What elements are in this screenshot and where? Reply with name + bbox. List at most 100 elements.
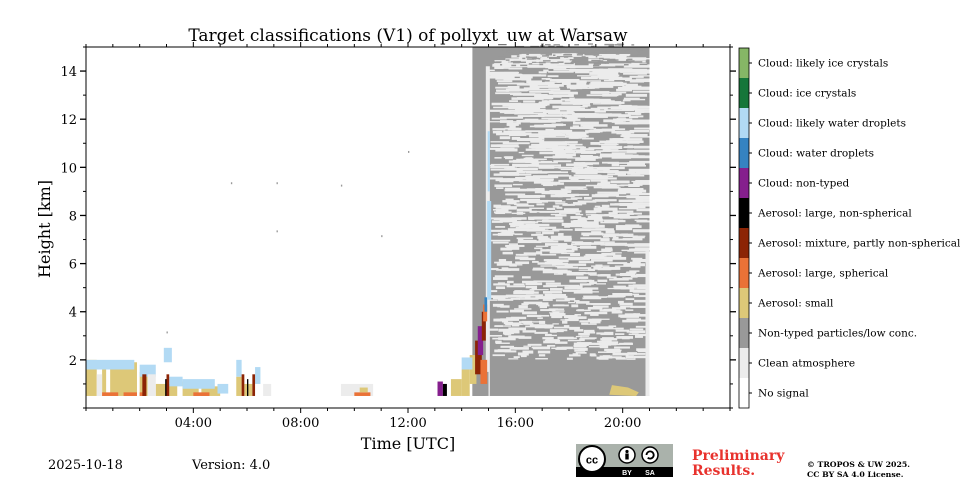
clean-atmosphere-streak	[631, 264, 641, 268]
clean-atmosphere-streak	[576, 163, 593, 166]
clean-atmosphere-streak	[516, 204, 535, 207]
clean-atmosphere-streak	[572, 102, 591, 105]
non-typed-streak	[631, 44, 635, 46]
clean-atmosphere-streak	[540, 143, 569, 146]
clean-atmosphere-streak	[614, 203, 633, 206]
isolated-detection	[276, 230, 278, 233]
clean-atmosphere-streak	[526, 200, 542, 204]
clean-atmosphere-streak	[512, 221, 536, 224]
clean-atmosphere-streak	[541, 100, 548, 102]
non-typed-streak	[513, 60, 521, 63]
clean-atmosphere-streak	[549, 329, 564, 333]
clean-atmosphere-streak	[532, 268, 553, 271]
clean-atmosphere-streak	[501, 320, 509, 323]
non-typed-streak	[564, 51, 571, 54]
clean-atmosphere-streak	[624, 111, 638, 114]
clean-atmosphere-streak	[593, 186, 603, 189]
non-typed-streak	[504, 48, 512, 51]
non-typed-streak	[495, 61, 502, 63]
clean-atmosphere-streak	[614, 327, 624, 330]
non-typed-streak	[592, 53, 598, 56]
clean-atmosphere-streak	[636, 208, 650, 212]
clean-atmosphere-streak	[552, 228, 564, 231]
clean-atmosphere-streak	[496, 209, 509, 213]
clean-atmosphere-streak	[542, 270, 563, 274]
clean-atmosphere-streak	[607, 173, 627, 176]
clean-atmosphere-streak	[595, 193, 619, 197]
clean-atmosphere-streak	[514, 308, 532, 310]
clean-atmosphere-streak	[585, 210, 597, 214]
non-typed-streak	[599, 57, 604, 60]
clean-atmosphere-streak	[524, 107, 541, 111]
aerosol-nonspherical-streak	[165, 379, 167, 396]
clean-atmosphere-streak	[505, 58, 529, 61]
clean-atmosphere-streak	[494, 60, 520, 62]
clean-atmosphere-streak	[530, 139, 545, 143]
non-typed-streak	[542, 55, 550, 57]
clean-atmosphere-streak	[594, 167, 616, 169]
non-typed-streak	[613, 59, 619, 61]
non-typed-streak	[537, 47, 547, 49]
clean-atmosphere-streak	[558, 256, 570, 259]
clean-atmosphere-streak	[612, 307, 626, 310]
clean-atmosphere-streak	[630, 162, 645, 166]
clean-atmosphere-streak	[606, 342, 615, 345]
isolated-detection	[230, 182, 233, 185]
clean-atmosphere-streak	[490, 109, 520, 112]
clean-atmosphere-streak	[601, 344, 612, 346]
non-typed-streak	[550, 61, 559, 64]
clean-atmosphere-streak	[528, 145, 539, 149]
clean-atmosphere-streak	[591, 311, 608, 315]
clean-atmosphere-streak	[548, 308, 559, 310]
preliminary-notice: Preliminary Results.	[692, 449, 784, 479]
clean-atmosphere-streak	[545, 282, 561, 285]
colorbar-segment	[739, 198, 749, 228]
aerosol-small-layer	[236, 376, 242, 396]
clean-atmosphere-streak	[495, 89, 527, 92]
clean-atmosphere-streak	[509, 100, 518, 102]
non-typed-streak	[516, 55, 520, 57]
clean-atmosphere-streak	[626, 331, 641, 333]
non-typed-streak	[503, 53, 505, 56]
clean-atmosphere-streak	[599, 345, 609, 349]
clean-atmosphere-streak	[591, 100, 615, 103]
clean-atmosphere-streak	[608, 63, 634, 66]
clean-atmosphere-streak	[569, 68, 603, 72]
aerosol-mixture-streak	[252, 374, 256, 396]
clean-atmosphere-streak	[629, 115, 639, 119]
x-tick-label: 12:00	[389, 416, 426, 431]
clean-atmosphere-streak	[612, 210, 634, 213]
colorbar-segment	[739, 318, 749, 348]
non-typed-streak	[626, 61, 629, 63]
colorbar: No signal Clean atmosphere Non-typed parti…	[738, 47, 960, 409]
clean-atmosphere-streak	[628, 333, 639, 336]
non-typed-streak	[574, 47, 576, 49]
clean-atmosphere-streak	[547, 75, 559, 78]
clean-atmosphere-streak	[573, 162, 586, 165]
non-typed-streak	[627, 58, 633, 61]
clean-atmosphere-streak	[607, 187, 621, 189]
non-typed-streak	[604, 62, 609, 64]
clean-atmosphere-streak	[624, 79, 641, 82]
clean-atmosphere-streak	[624, 64, 650, 67]
clean-atmosphere-streak	[627, 205, 646, 209]
non-typed-streak	[640, 47, 650, 49]
cc-icon	[578, 445, 606, 473]
clean-atmosphere-streak	[629, 160, 650, 164]
colorbar-label: Cloud: ice crystals	[758, 88, 856, 100]
non-typed-streak	[505, 51, 508, 53]
clean-atmosphere-streak	[559, 63, 568, 66]
clean-atmosphere-streak	[618, 116, 626, 118]
clean-atmosphere-streak	[615, 333, 625, 335]
clean-atmosphere-streak	[628, 183, 640, 187]
clean-atmosphere-streak	[589, 281, 597, 285]
clean-atmosphere-streak	[628, 199, 650, 202]
clean-atmosphere-streak	[604, 109, 635, 112]
cloud-likely-water-layer	[86, 359, 135, 370]
clean-atmosphere-streak	[489, 217, 514, 220]
clean-atmosphere-streak	[500, 179, 523, 181]
clean-atmosphere-streak	[535, 232, 542, 234]
clean-atmosphere-streak	[510, 316, 527, 320]
clean-atmosphere-streak	[527, 343, 542, 346]
clean-atmosphere-streak	[573, 171, 594, 173]
